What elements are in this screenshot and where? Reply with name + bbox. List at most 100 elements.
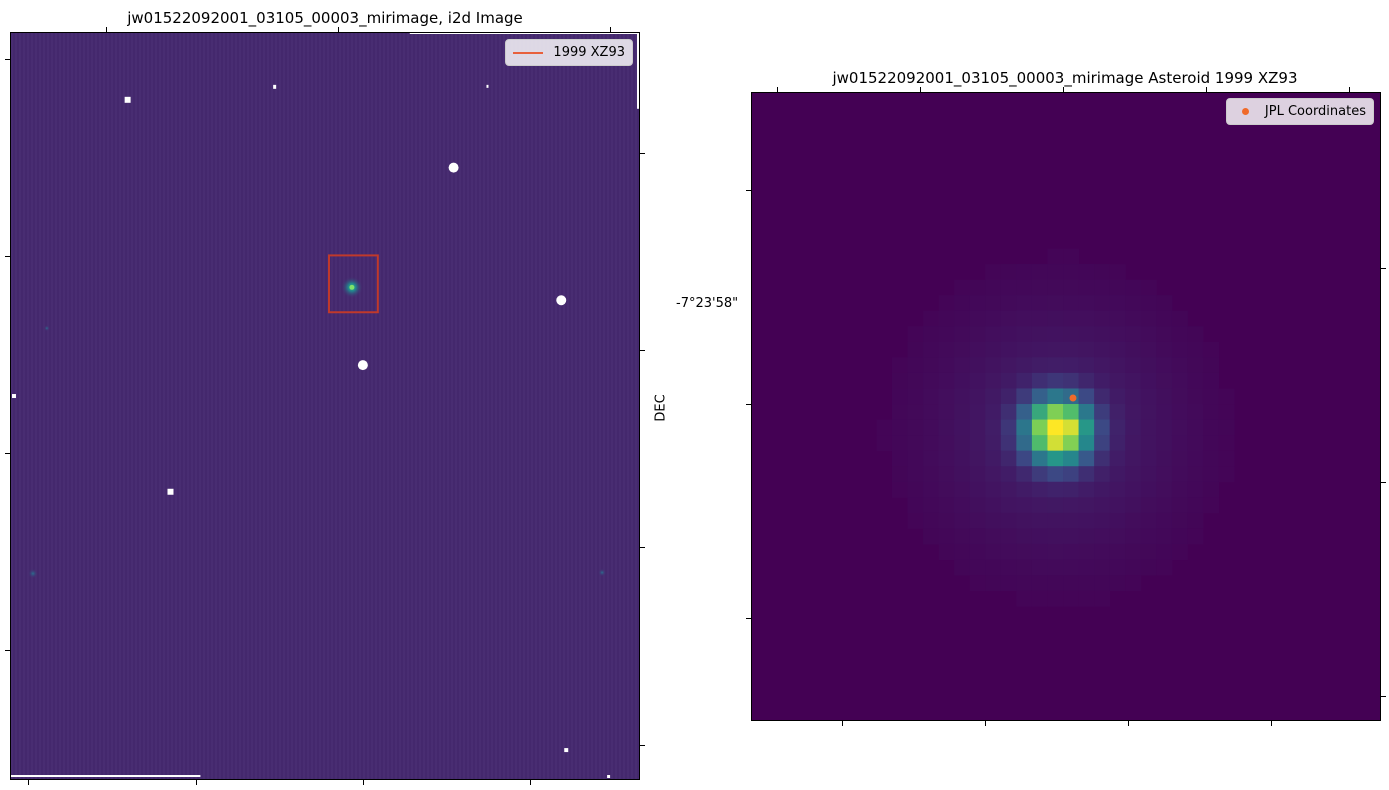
- cutout-pixel: [1094, 528, 1111, 545]
- cutout-pixel: [1125, 559, 1142, 576]
- cutout-pixel: [1125, 404, 1142, 421]
- cutout-pixel: [1016, 481, 1033, 498]
- cutout-pixel: [1187, 341, 1204, 358]
- cutout-pixel: [954, 543, 971, 561]
- cutout-pixel: [1000, 419, 1017, 436]
- cutout-pixel: [1031, 497, 1048, 514]
- saturated-star: [11, 394, 16, 399]
- asteroid-core: [349, 284, 355, 290]
- cutout-pixel: [1094, 388, 1111, 405]
- cutout-pixel: [985, 450, 1002, 467]
- cutout-pixel: [923, 326, 940, 343]
- cutout-pixel: [1094, 559, 1111, 576]
- cutout-pixel: [1063, 264, 1080, 281]
- cutout-pixel: [1047, 404, 1064, 421]
- cutout-pixel: [1140, 466, 1157, 483]
- cutout-pixel: [1109, 466, 1126, 483]
- cutout-pixel: [1063, 419, 1080, 436]
- cutout-pixel: [907, 404, 924, 421]
- cutout-pixel: [1140, 404, 1157, 421]
- left-right-tick: [640, 547, 645, 548]
- cutout-pixel: [1140, 279, 1157, 296]
- cutout-pixel: [1063, 450, 1080, 467]
- cutout-pixel: [1047, 481, 1064, 498]
- cutout-pixel: [1094, 575, 1111, 592]
- cutout-pixel: [1016, 264, 1033, 281]
- cutout-pixel: [969, 310, 986, 327]
- cutout-pixel: [1047, 264, 1064, 281]
- cutout-pixel: [1202, 481, 1220, 498]
- cutout-pixel: [1202, 372, 1220, 389]
- cutout-pixel: [1047, 512, 1064, 529]
- cutout-pixel: [1094, 512, 1111, 529]
- cutout-pixel: [1078, 357, 1095, 374]
- cutout-pixel: [1109, 264, 1126, 281]
- cutout-pixel: [1187, 435, 1204, 452]
- cutout-pixel: [1047, 388, 1064, 405]
- cutout-pixel: [1031, 450, 1048, 467]
- cutout-pixel: [954, 528, 971, 545]
- cutout-pixel: [1109, 497, 1126, 514]
- saturated-star: [124, 96, 131, 103]
- cutout-pixel: [1047, 372, 1064, 389]
- cutout-pixel: [1187, 528, 1204, 545]
- cutout-pixel: [891, 388, 909, 405]
- cutout-pixel: [938, 435, 955, 452]
- cutout-pixel: [1094, 310, 1111, 327]
- cutout-pixel: [954, 466, 971, 483]
- cutout-pixel: [985, 404, 1002, 421]
- cutout-pixel: [1125, 543, 1142, 561]
- cutout-pixel: [1125, 512, 1142, 529]
- cutout-pixel: [1047, 590, 1064, 607]
- left-right-tick: [640, 745, 645, 746]
- cutout-pixel: [1031, 559, 1048, 576]
- cutout-pixel: [1000, 404, 1017, 421]
- cutout-pixel: [891, 481, 909, 498]
- cutout-pixel: [1125, 372, 1142, 389]
- cutout-pixel: [954, 357, 971, 374]
- cutout-pixel: [1063, 528, 1080, 545]
- cutout-pixel: [1031, 388, 1048, 405]
- left-x-tick: [363, 780, 364, 785]
- right-x-tick: [1271, 721, 1272, 726]
- cutout-pixel: [907, 419, 924, 436]
- cutout-pixel: [1063, 435, 1080, 452]
- cutout-pixel: [985, 466, 1002, 483]
- cutout-pixel: [985, 481, 1002, 498]
- cutout-pixel: [1063, 512, 1080, 529]
- cutout-pixel: [1094, 419, 1111, 436]
- cutout-pixel: [1078, 466, 1095, 483]
- cutout-pixel: [1187, 326, 1204, 343]
- cutout-pixel: [1000, 543, 1017, 561]
- cutout-pixel: [907, 326, 924, 343]
- cutout-pixel: [969, 341, 986, 358]
- cutout-pixel: [954, 481, 971, 498]
- cutout-pixel: [938, 528, 955, 545]
- right-legend: JPL Coordinates: [1225, 98, 1374, 125]
- cutout-pixel: [923, 404, 940, 421]
- cutout-pixel: [907, 466, 924, 483]
- cutout-pixel: [923, 528, 940, 545]
- cutout-pixel: [1156, 450, 1173, 467]
- right-y-tick: [746, 190, 751, 191]
- cutout-pixel: [1125, 419, 1142, 436]
- cutout-pixel: [923, 357, 940, 374]
- cutout-pixel: [985, 310, 1002, 327]
- cutout-pixel: [985, 497, 1002, 514]
- cutout-pixel: [1218, 435, 1235, 452]
- cutout-pixel: [1140, 419, 1157, 436]
- cutout-pixel: [1125, 450, 1142, 467]
- cutout-pixel: [1031, 326, 1048, 343]
- cutout-pixel: [1140, 310, 1157, 327]
- cutout-pixel: [985, 326, 1002, 343]
- left-y-tick: [5, 650, 10, 651]
- cutout-pixel: [1078, 279, 1095, 296]
- cutout-pixel: [969, 466, 986, 483]
- saturated-star: [273, 84, 277, 89]
- cutout-pixel: [1171, 543, 1188, 561]
- cutout-pixel: [1140, 326, 1157, 343]
- cutout-pixel: [1202, 497, 1220, 514]
- cutout-pixel: [1109, 512, 1126, 529]
- cutout-pixel: [1125, 466, 1142, 483]
- dec-axis-label: DEC: [653, 394, 669, 422]
